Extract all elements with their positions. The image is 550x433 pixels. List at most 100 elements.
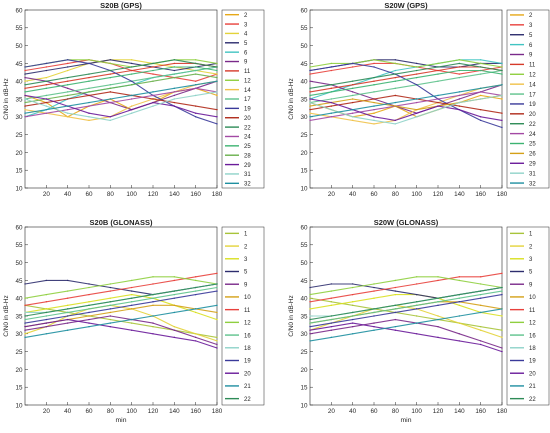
data-point bbox=[24, 94, 26, 97]
legend-label: 6 bbox=[529, 43, 533, 49]
data-point bbox=[351, 322, 354, 324]
data-point bbox=[88, 119, 90, 122]
data-point bbox=[173, 276, 176, 278]
data-point bbox=[415, 84, 418, 86]
data-point bbox=[88, 286, 90, 289]
series-line bbox=[309, 91, 503, 121]
data-point bbox=[415, 293, 418, 296]
data-point bbox=[216, 66, 218, 68]
y-tick-label: 30 bbox=[15, 114, 23, 121]
data-point bbox=[458, 304, 461, 307]
data-point bbox=[437, 318, 439, 321]
y-tick-label: 35 bbox=[15, 96, 23, 103]
data-point bbox=[373, 315, 375, 317]
legend-label: 31 bbox=[244, 172, 251, 178]
data-point bbox=[45, 98, 48, 100]
data-point bbox=[330, 91, 333, 93]
series-line bbox=[309, 98, 503, 121]
legend-label: 20 bbox=[529, 112, 536, 118]
x-axis-label: min bbox=[116, 417, 127, 424]
data-point bbox=[152, 73, 154, 75]
data-point bbox=[437, 336, 439, 339]
data-point bbox=[45, 87, 48, 90]
legend-label: 22 bbox=[529, 122, 536, 128]
legend-label: 32 bbox=[529, 181, 536, 187]
data-point bbox=[501, 66, 503, 68]
data-point bbox=[152, 98, 154, 100]
y-tick-label: 25 bbox=[300, 132, 308, 139]
series-line bbox=[24, 59, 218, 86]
data-point bbox=[109, 322, 112, 324]
data-point bbox=[394, 119, 397, 122]
data-point bbox=[458, 315, 461, 317]
x-tick-label: 180 bbox=[212, 408, 223, 415]
data-point bbox=[479, 340, 482, 342]
legend-label: 18 bbox=[244, 346, 251, 352]
y-tick-label: 20 bbox=[300, 367, 308, 374]
legend-label: 22 bbox=[529, 397, 536, 403]
data-point bbox=[351, 301, 354, 303]
data-point bbox=[437, 297, 439, 299]
data-point bbox=[373, 91, 375, 93]
legend-label: 17 bbox=[244, 97, 251, 103]
data-point bbox=[88, 105, 90, 107]
data-point bbox=[351, 98, 354, 100]
plot-area bbox=[24, 226, 218, 406]
series-line bbox=[309, 294, 503, 328]
legend-label: 16 bbox=[244, 333, 251, 339]
data-point bbox=[173, 66, 176, 68]
legend-label: 1 bbox=[244, 232, 248, 238]
data-point bbox=[24, 329, 26, 331]
data-point bbox=[373, 308, 375, 310]
data-point bbox=[330, 116, 333, 118]
data-point bbox=[216, 62, 218, 65]
data-point bbox=[130, 105, 133, 107]
data-point bbox=[194, 308, 197, 310]
data-point bbox=[351, 112, 354, 114]
data-point bbox=[24, 283, 26, 285]
data-point bbox=[24, 84, 26, 86]
data-point bbox=[66, 80, 69, 82]
legend-label: 32 bbox=[244, 182, 251, 188]
x-tick-label: 60 bbox=[85, 408, 93, 415]
data-point bbox=[109, 69, 112, 72]
data-point bbox=[173, 336, 176, 339]
data-point bbox=[66, 329, 69, 331]
data-point bbox=[479, 325, 482, 328]
data-point bbox=[394, 69, 397, 72]
data-point bbox=[88, 304, 90, 307]
data-point bbox=[45, 315, 48, 317]
y-tick-label: 40 bbox=[15, 296, 23, 303]
x-tick-label: 40 bbox=[349, 408, 357, 415]
x-tick-label: 160 bbox=[190, 408, 201, 415]
data-point bbox=[216, 318, 218, 321]
data-point bbox=[479, 62, 482, 65]
x-tick-label: 60 bbox=[370, 191, 378, 198]
data-point bbox=[437, 304, 439, 307]
data-point bbox=[66, 304, 69, 307]
data-point bbox=[216, 286, 218, 289]
data-point bbox=[66, 322, 69, 324]
data-point bbox=[152, 276, 154, 278]
data-point bbox=[437, 101, 439, 104]
data-point bbox=[351, 84, 354, 86]
x-tick-label: 100 bbox=[411, 408, 422, 415]
data-point bbox=[152, 333, 154, 335]
data-point bbox=[501, 286, 503, 289]
data-point bbox=[194, 293, 197, 296]
data-point bbox=[330, 315, 333, 317]
data-point bbox=[479, 304, 482, 307]
data-point bbox=[66, 315, 69, 317]
data-point bbox=[45, 76, 48, 79]
legend-label: 20 bbox=[529, 371, 536, 377]
series-line bbox=[309, 294, 503, 317]
data-point bbox=[437, 66, 439, 68]
legend-label: 19 bbox=[244, 107, 251, 113]
data-point bbox=[479, 91, 482, 93]
data-point bbox=[309, 293, 311, 296]
series-line bbox=[24, 77, 218, 111]
data-point bbox=[373, 98, 375, 100]
data-point bbox=[173, 311, 176, 314]
